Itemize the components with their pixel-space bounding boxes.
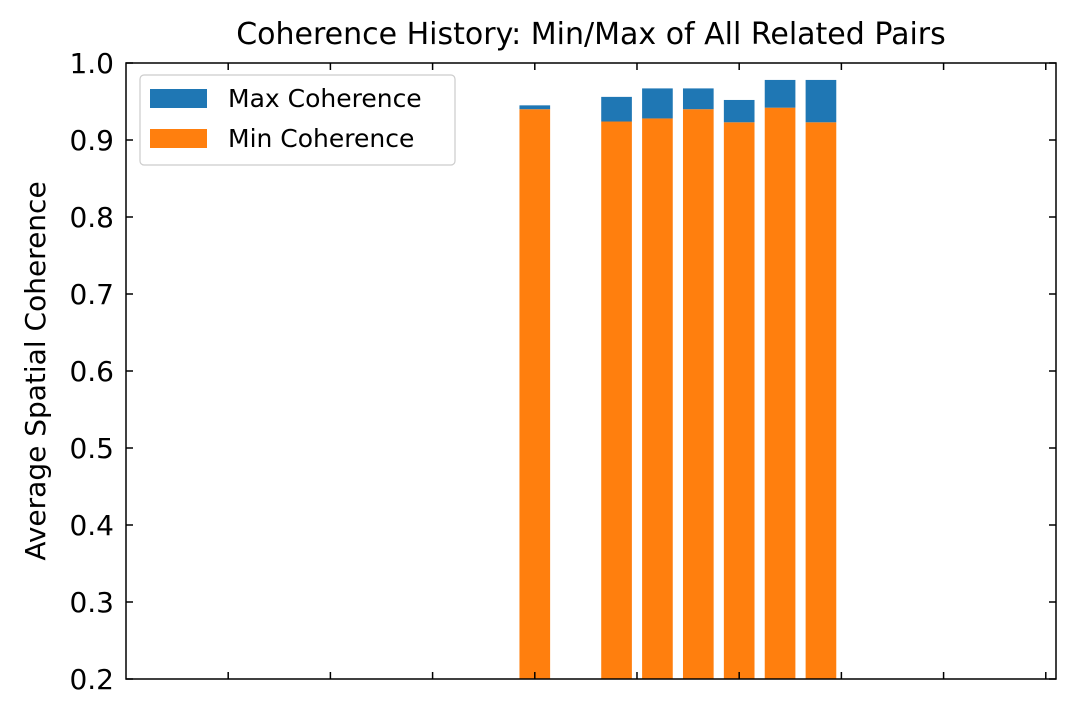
bar-max-6 xyxy=(805,79,837,123)
bar-min-4 xyxy=(723,122,755,680)
y-tick-label-5: 0.7 xyxy=(69,278,114,311)
y-tick-label-4: 0.6 xyxy=(69,355,114,388)
bar-max-5 xyxy=(764,79,796,108)
bars-layer xyxy=(519,79,837,680)
legend: Max Coherence Min Coherence xyxy=(139,74,456,166)
bar-min-0 xyxy=(519,109,551,679)
bar-max-4 xyxy=(723,99,755,123)
legend-label-max: Max Coherence xyxy=(228,84,422,113)
y-tick-label-7: 0.9 xyxy=(69,124,114,157)
legend-swatch-min xyxy=(150,129,207,148)
y-tick-label-8: 1.0 xyxy=(69,47,114,80)
bar-min-3 xyxy=(682,109,714,679)
y-tick-label-2: 0.4 xyxy=(69,509,114,542)
chart-title: Coherence History: Min/Max of All Relate… xyxy=(236,17,946,52)
bar-max-1 xyxy=(601,96,632,122)
bar-max-0 xyxy=(519,105,551,110)
ticks-layer: 0.2 0.3 0.4 0.5 0.6 0.7 0.8 0.9 1.0 xyxy=(69,47,1056,696)
bar-min-6 xyxy=(805,122,837,680)
y-tick-label-0: 0.2 xyxy=(69,663,114,696)
legend-label-min: Min Coherence xyxy=(228,124,414,153)
legend-swatch-max xyxy=(150,89,207,108)
y-tick-label-6: 0.8 xyxy=(69,201,114,234)
bar-min-1 xyxy=(601,121,632,679)
y-axis-label: Average Spatial Coherence xyxy=(19,181,52,560)
bar-min-2 xyxy=(642,118,673,679)
bar-max-3 xyxy=(682,88,714,110)
legend-frame xyxy=(139,74,456,166)
bar-max-2 xyxy=(642,88,673,119)
y-tick-label-3: 0.5 xyxy=(69,432,114,465)
bar-min-5 xyxy=(764,107,796,679)
y-tick-label-1: 0.3 xyxy=(69,586,114,619)
